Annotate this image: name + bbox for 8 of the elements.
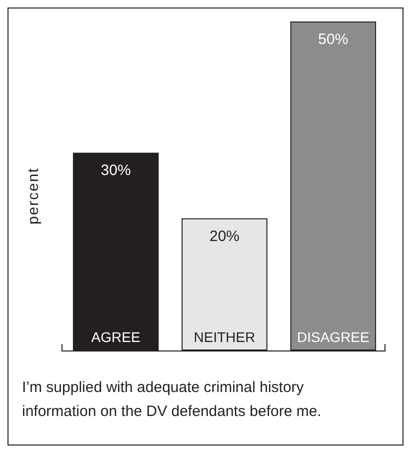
- data-label: 20%: [209, 228, 240, 245]
- x-tick-label: AGREE: [91, 329, 140, 345]
- y-axis-title: percent: [25, 167, 42, 225]
- data-label: 50%: [318, 31, 348, 48]
- data-label: 30%: [100, 162, 131, 180]
- x-tick-label: DISAGREE: [297, 329, 370, 345]
- x-tick-label: NEITHER: [194, 329, 256, 345]
- text: I’m supplied with adequate criminal history information on the DV defendants before me.: [22, 379, 322, 420]
